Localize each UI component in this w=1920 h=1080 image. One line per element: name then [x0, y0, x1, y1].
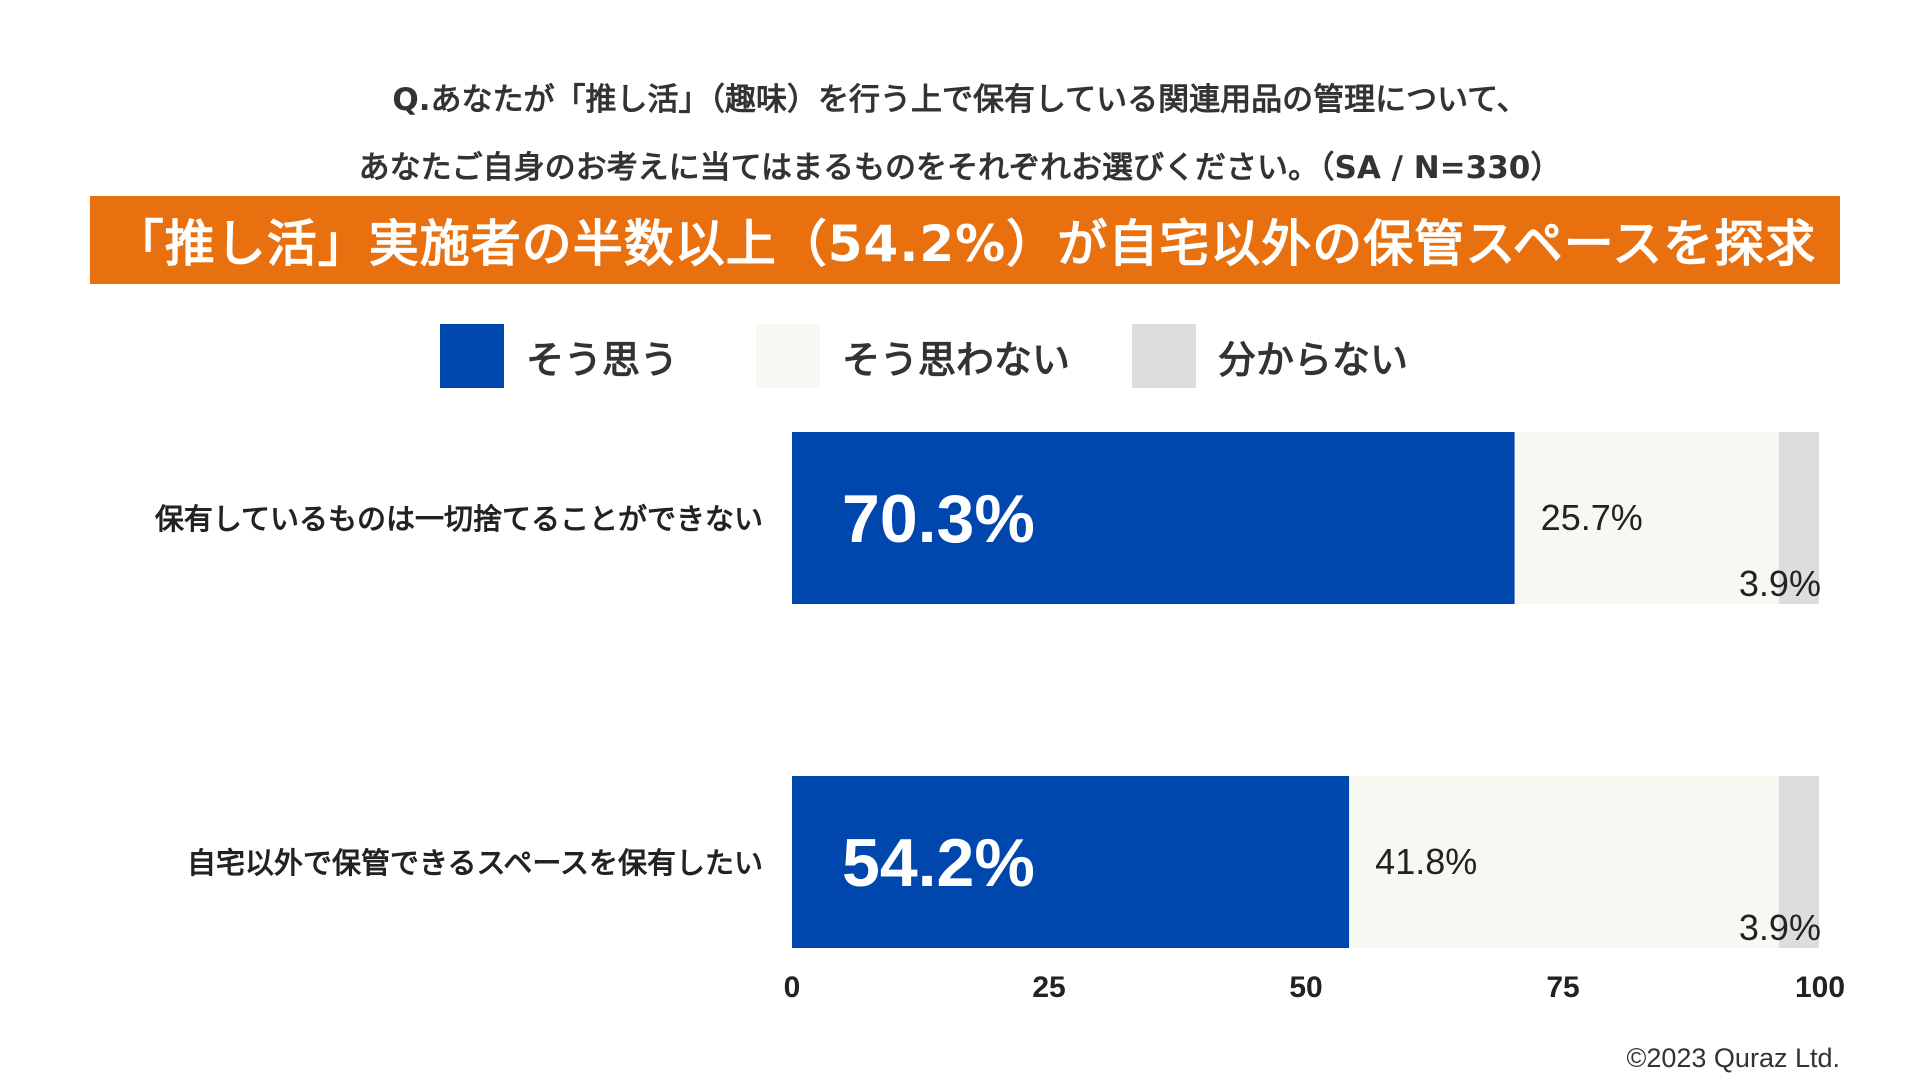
legend-item-agree: そう思う — [440, 322, 678, 390]
legend-item-disagree: そう思わない — [756, 322, 1070, 390]
bar-agree-2 — [792, 776, 1350, 948]
legend-label-unknown: 分からない — [1218, 337, 1409, 382]
category-label-storage-space: 自宅以外で保管できるスペースを保有したい — [187, 846, 763, 880]
data-label-unknown-2: 3.9% — [1739, 907, 1821, 948]
data-label-agree-1: 70.3% — [842, 481, 1035, 557]
headline-banner: 「推し活」実施者の半数以上（54.2%）が自宅以外の保管スペースを探求 — [90, 196, 1840, 284]
data-label-disagree-2: 41.8% — [1375, 841, 1477, 882]
legend-item-unknown: 分からない — [1132, 322, 1408, 390]
bar-agree-1 — [792, 432, 1515, 604]
bar-unknown-2 — [1778, 776, 1819, 948]
chart-legend: そう思う そう思わない 分からない — [0, 322, 1920, 390]
data-label-disagree-1: 25.7% — [1541, 497, 1643, 538]
x-tick-label-75: 75 — [1546, 971, 1579, 1004]
data-label-unknown-1: 3.9% — [1739, 563, 1821, 604]
legend-label-agree: そう思う — [526, 337, 679, 382]
x-tick-label-25: 25 — [1032, 971, 1065, 1004]
question-line-2: あなたご自身のお考えに当てはまるものをそれぞれお選びください。（SA / N=3… — [358, 150, 1562, 186]
data-label-agree-2: 54.2% — [842, 825, 1035, 901]
copyright-text: ©2023 Quraz Ltd. — [1626, 1043, 1840, 1073]
question-line-1: Q.あなたが「推し活」（趣味）を行う上で保有している関連用品の管理について、 — [392, 82, 1528, 118]
category-label-keep-all: 保有しているものは一切捨てることができない — [154, 502, 763, 536]
legend-label-disagree: そう思わない — [842, 337, 1071, 382]
x-tick-label-0: 0 — [784, 971, 801, 1004]
legend-swatch-agree — [440, 324, 504, 388]
bar-unknown-1 — [1778, 432, 1819, 604]
x-tick-label-50: 50 — [1289, 971, 1322, 1004]
bar-disagree-2 — [1349, 776, 1779, 948]
legend-swatch-disagree — [756, 324, 820, 388]
x-tick-label-100: 100 — [1795, 971, 1845, 1004]
headline-text: 「推し活」実施者の半数以上（54.2%）が自宅以外の保管スペースを探求 — [113, 215, 1817, 273]
bar-disagree-1 — [1514, 432, 1779, 604]
legend-swatch-unknown — [1132, 324, 1196, 388]
